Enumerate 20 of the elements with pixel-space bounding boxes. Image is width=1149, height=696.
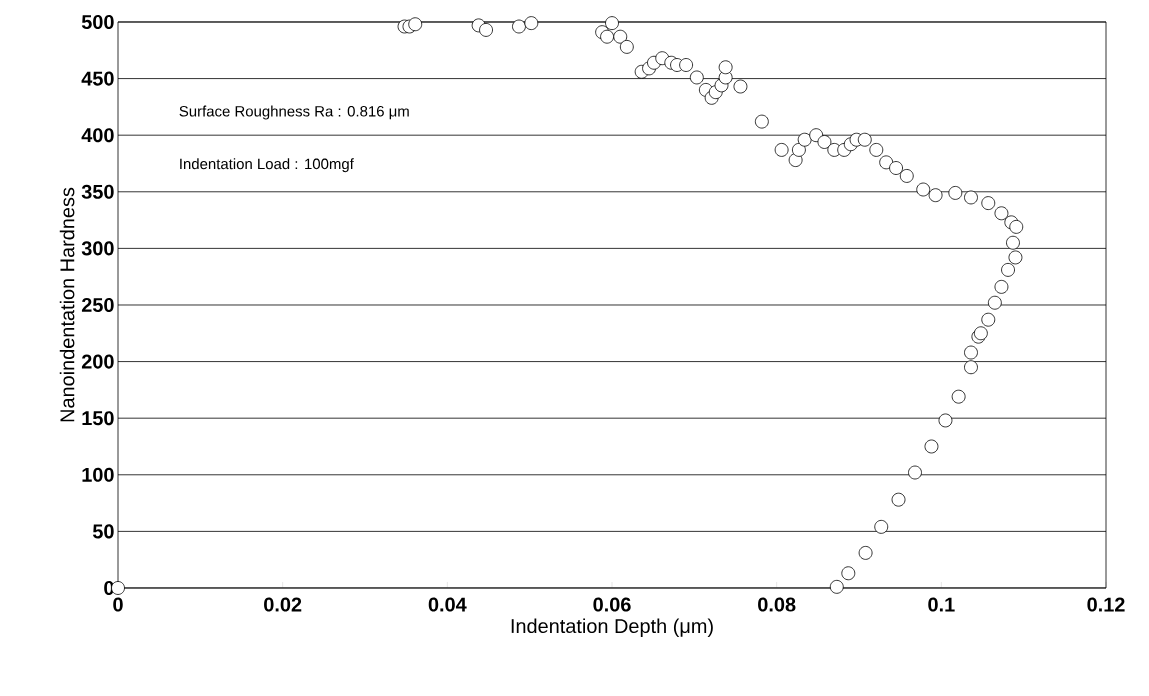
y-tick-label: 100 xyxy=(82,467,114,482)
x-tick-label: 0.1 xyxy=(928,597,955,612)
y-tick-label: 250 xyxy=(81,297,114,313)
x-axis-title: Indentation Depth (μm) xyxy=(511,618,713,638)
y-tick-label: 200 xyxy=(81,354,114,369)
x-tick-label: 0.06 xyxy=(593,597,631,612)
y-tick-label: 300 xyxy=(81,241,114,256)
y-tick-label: 150 xyxy=(82,411,114,426)
y-tick-label: 350 xyxy=(81,184,114,199)
y-tick-label: 450 xyxy=(81,71,114,86)
y-tick-label: 400 xyxy=(81,128,114,143)
y-tick-label: 500 xyxy=(81,14,114,30)
annotation: Surface Roughness Ra : 0.816 μm xyxy=(179,105,409,120)
x-tick-label: 0.08 xyxy=(758,597,796,612)
x-tick-label: 0.04 xyxy=(428,597,467,612)
annotation: Indentation Load : 100mgf xyxy=(180,158,354,173)
x-tick-label: 0.12 xyxy=(1087,597,1125,612)
x-tick-label: 0.02 xyxy=(264,597,302,612)
y-axis-title: Nanoindentation Hardness xyxy=(59,187,75,422)
y-tick-label: 50 xyxy=(92,524,114,539)
